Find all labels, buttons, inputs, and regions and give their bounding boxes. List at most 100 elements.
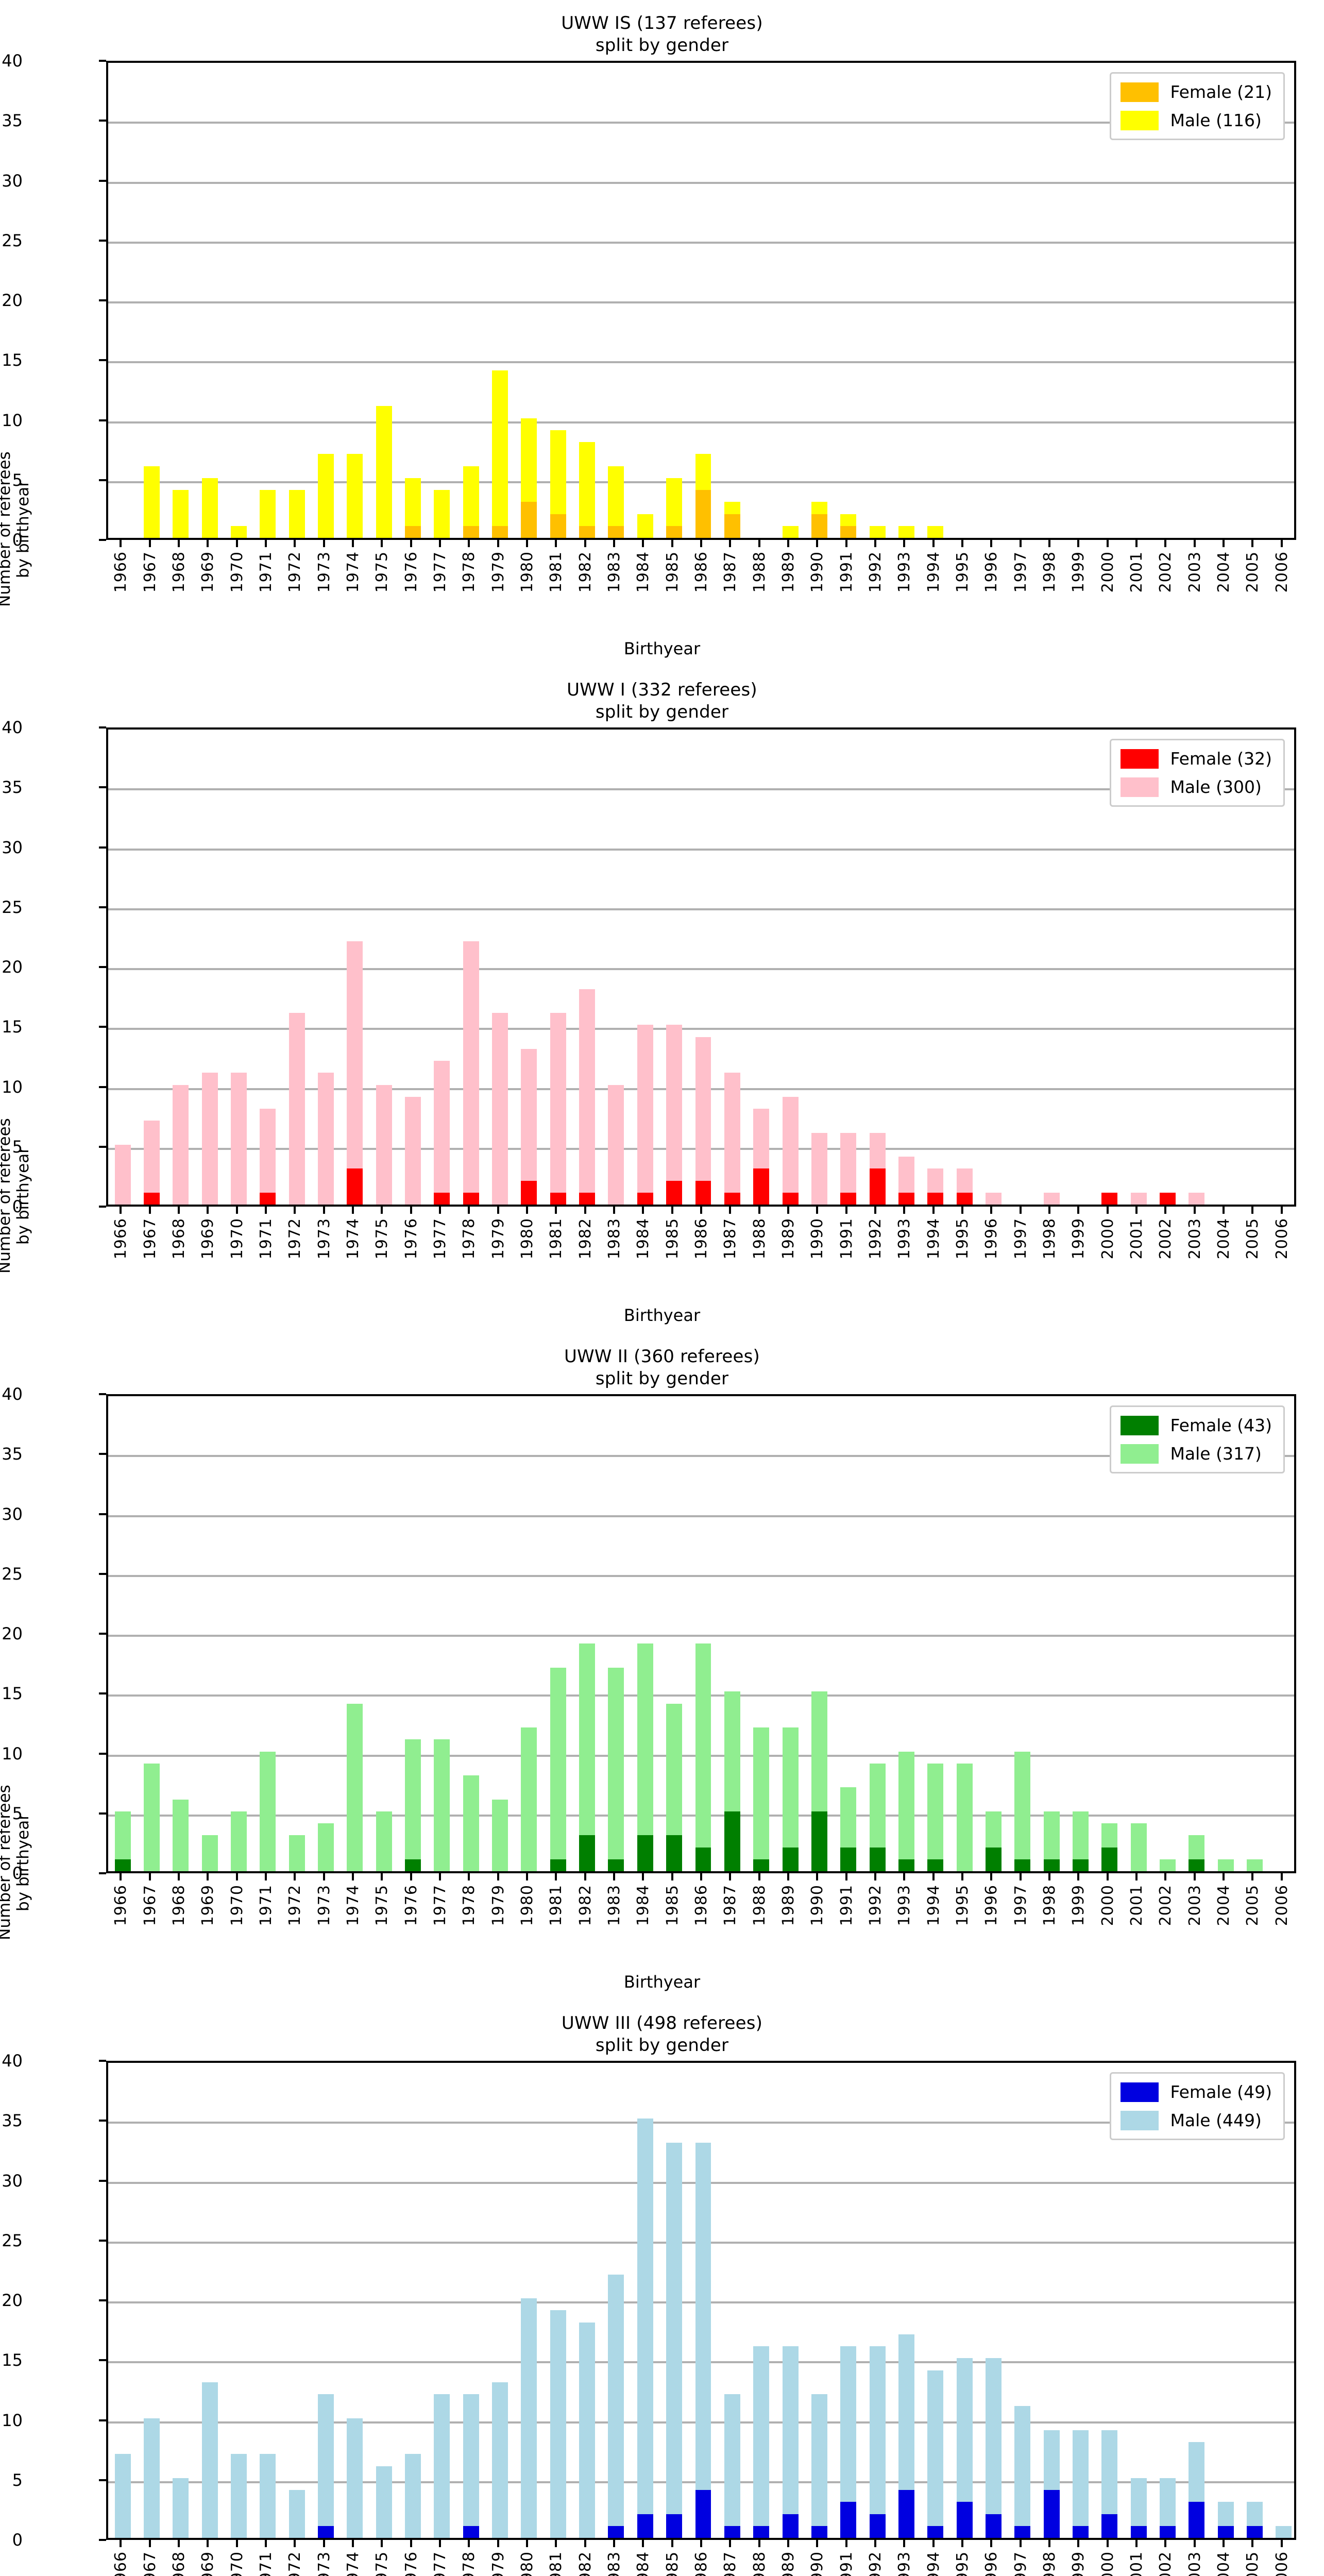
chart-legend[interactable]: Female (49) Male (449) bbox=[1110, 2072, 1285, 2140]
y-axis-label-line1: Number of referees bbox=[0, 451, 14, 607]
x-tick-mark bbox=[903, 2540, 906, 2547]
y-tick-mark bbox=[99, 1812, 106, 1815]
x-tick-mark bbox=[584, 1207, 586, 1214]
bar-segment-male bbox=[463, 2394, 479, 2526]
legend-item-female[interactable]: Female (21) bbox=[1121, 82, 1272, 102]
chart-legend[interactable]: Female (21) Male (116) bbox=[1110, 72, 1285, 140]
gridline bbox=[108, 1635, 1294, 1637]
bar-segment-male bbox=[376, 406, 392, 538]
x-tick-mark bbox=[555, 1207, 557, 1214]
bar-segment-female bbox=[753, 1168, 770, 1205]
bar-segment-male bbox=[1246, 1859, 1263, 1871]
gridline bbox=[108, 1455, 1294, 1458]
y-tick-label: 0 bbox=[12, 530, 23, 550]
y-tick-label: 0 bbox=[12, 1197, 23, 1216]
x-tick-mark bbox=[148, 540, 151, 547]
x-tick-mark bbox=[148, 2540, 151, 2547]
y-tick-mark bbox=[99, 299, 106, 301]
x-tick-mark bbox=[1251, 1207, 1254, 1214]
x-tick-mark bbox=[1280, 1207, 1283, 1214]
x-tick-label: 1969 bbox=[199, 1218, 217, 1260]
bar-stack bbox=[318, 454, 334, 538]
x-tick-mark bbox=[1164, 1207, 1167, 1214]
legend-item-female[interactable]: Female (49) bbox=[1121, 2082, 1272, 2102]
x-tick-label: 1978 bbox=[460, 2551, 479, 2576]
x-tick-label: 2006 bbox=[1272, 1218, 1291, 1260]
bar-series-container bbox=[108, 1396, 1294, 1871]
x-tick-mark bbox=[177, 1207, 180, 1214]
x-tick-label: 1986 bbox=[692, 2551, 710, 2576]
bar-segment-male bbox=[840, 1787, 857, 1848]
x-tick-mark bbox=[264, 1873, 267, 1880]
x-tick-mark bbox=[700, 1873, 702, 1880]
bar-stack bbox=[521, 1048, 537, 1205]
bar-segment-male bbox=[579, 989, 596, 1193]
bar-segment-female bbox=[550, 514, 566, 538]
legend-item-male[interactable]: Male (449) bbox=[1121, 2110, 1272, 2130]
x-tick-label: 1995 bbox=[954, 1885, 972, 1926]
x-tick-label: 1973 bbox=[315, 1885, 333, 1926]
x-tick-mark bbox=[555, 1873, 557, 1880]
bar-segment-male bbox=[405, 1739, 421, 1859]
x-tick-mark bbox=[729, 2540, 732, 2547]
chart-legend[interactable]: Female (43) Male (317) bbox=[1110, 1405, 1285, 1473]
x-tick-label: 1973 bbox=[315, 551, 333, 593]
bar-stack bbox=[434, 490, 450, 538]
bar-segment-male bbox=[492, 370, 508, 526]
bar-segment-female bbox=[695, 490, 711, 538]
bar-segment-male bbox=[608, 1667, 624, 1859]
x-tick-mark bbox=[584, 540, 586, 547]
bar-segment-male bbox=[637, 514, 653, 538]
bar-segment-male bbox=[1130, 1823, 1147, 1871]
chart-subtitle: split by gender bbox=[595, 1368, 729, 1389]
y-axis-label-line1: Number of referees bbox=[0, 1785, 14, 1940]
bar-segment-male bbox=[695, 1643, 711, 1848]
bar-segment-female bbox=[1014, 2526, 1031, 2538]
gridline bbox=[108, 968, 1294, 970]
x-tick-label: 1997 bbox=[1011, 2551, 1030, 2576]
y-tick-mark bbox=[99, 906, 106, 908]
bar-segment-female bbox=[1217, 2526, 1234, 2538]
y-tick-label: 40 bbox=[2, 1384, 23, 1404]
y-tick-mark bbox=[99, 419, 106, 421]
bar-segment-male bbox=[463, 466, 479, 526]
x-tick-label: 1990 bbox=[808, 1218, 827, 1260]
x-tick-label: 1992 bbox=[867, 1885, 885, 1926]
x-tick-label: 1968 bbox=[169, 1218, 188, 1260]
bar-segment-male bbox=[608, 1084, 624, 1205]
bar-stack bbox=[521, 418, 537, 538]
bar-segment-male bbox=[1101, 2430, 1118, 2514]
y-axis-label-line2: by birthyear bbox=[13, 480, 32, 578]
legend-item-male[interactable]: Male (300) bbox=[1121, 777, 1272, 797]
bar-segment-male bbox=[811, 1691, 827, 1811]
x-tick-mark bbox=[120, 1207, 122, 1214]
x-tick-mark bbox=[990, 1207, 993, 1214]
x-tick-label: 2005 bbox=[1244, 2551, 1262, 2576]
bar-stack bbox=[869, 526, 886, 538]
y-tick-label: 15 bbox=[2, 2350, 23, 2370]
x-tick-mark bbox=[990, 540, 993, 547]
x-tick-label: 2004 bbox=[1215, 2551, 1233, 2576]
bar-stack bbox=[1159, 1192, 1176, 1205]
x-tick-label: 1987 bbox=[721, 1885, 740, 1926]
bar-stack bbox=[1246, 2502, 1263, 2538]
x-tick-mark bbox=[177, 540, 180, 547]
legend-item-female[interactable]: Female (43) bbox=[1121, 1415, 1272, 1435]
x-tick-label: 1978 bbox=[460, 1218, 479, 1260]
x-tick-label: 1998 bbox=[1041, 2551, 1059, 2576]
bar-stack bbox=[260, 1751, 276, 1871]
x-tick-mark bbox=[235, 540, 238, 547]
bar-segment-male bbox=[492, 1013, 508, 1205]
legend-item-female[interactable]: Female (32) bbox=[1121, 749, 1272, 769]
legend-item-male[interactable]: Male (317) bbox=[1121, 1444, 1272, 1464]
bar-segment-male bbox=[724, 2394, 740, 2526]
bar-stack bbox=[608, 2274, 624, 2538]
x-tick-label: 2003 bbox=[1185, 2551, 1204, 2576]
bar-stack bbox=[782, 2346, 799, 2538]
chart-legend[interactable]: Female (32) Male (300) bbox=[1110, 739, 1285, 807]
bar-stack bbox=[173, 2478, 189, 2538]
bar-stack bbox=[492, 1013, 508, 1205]
x-tick-label: 2000 bbox=[1098, 1218, 1117, 1260]
legend-item-male[interactable]: Male (116) bbox=[1121, 110, 1272, 130]
